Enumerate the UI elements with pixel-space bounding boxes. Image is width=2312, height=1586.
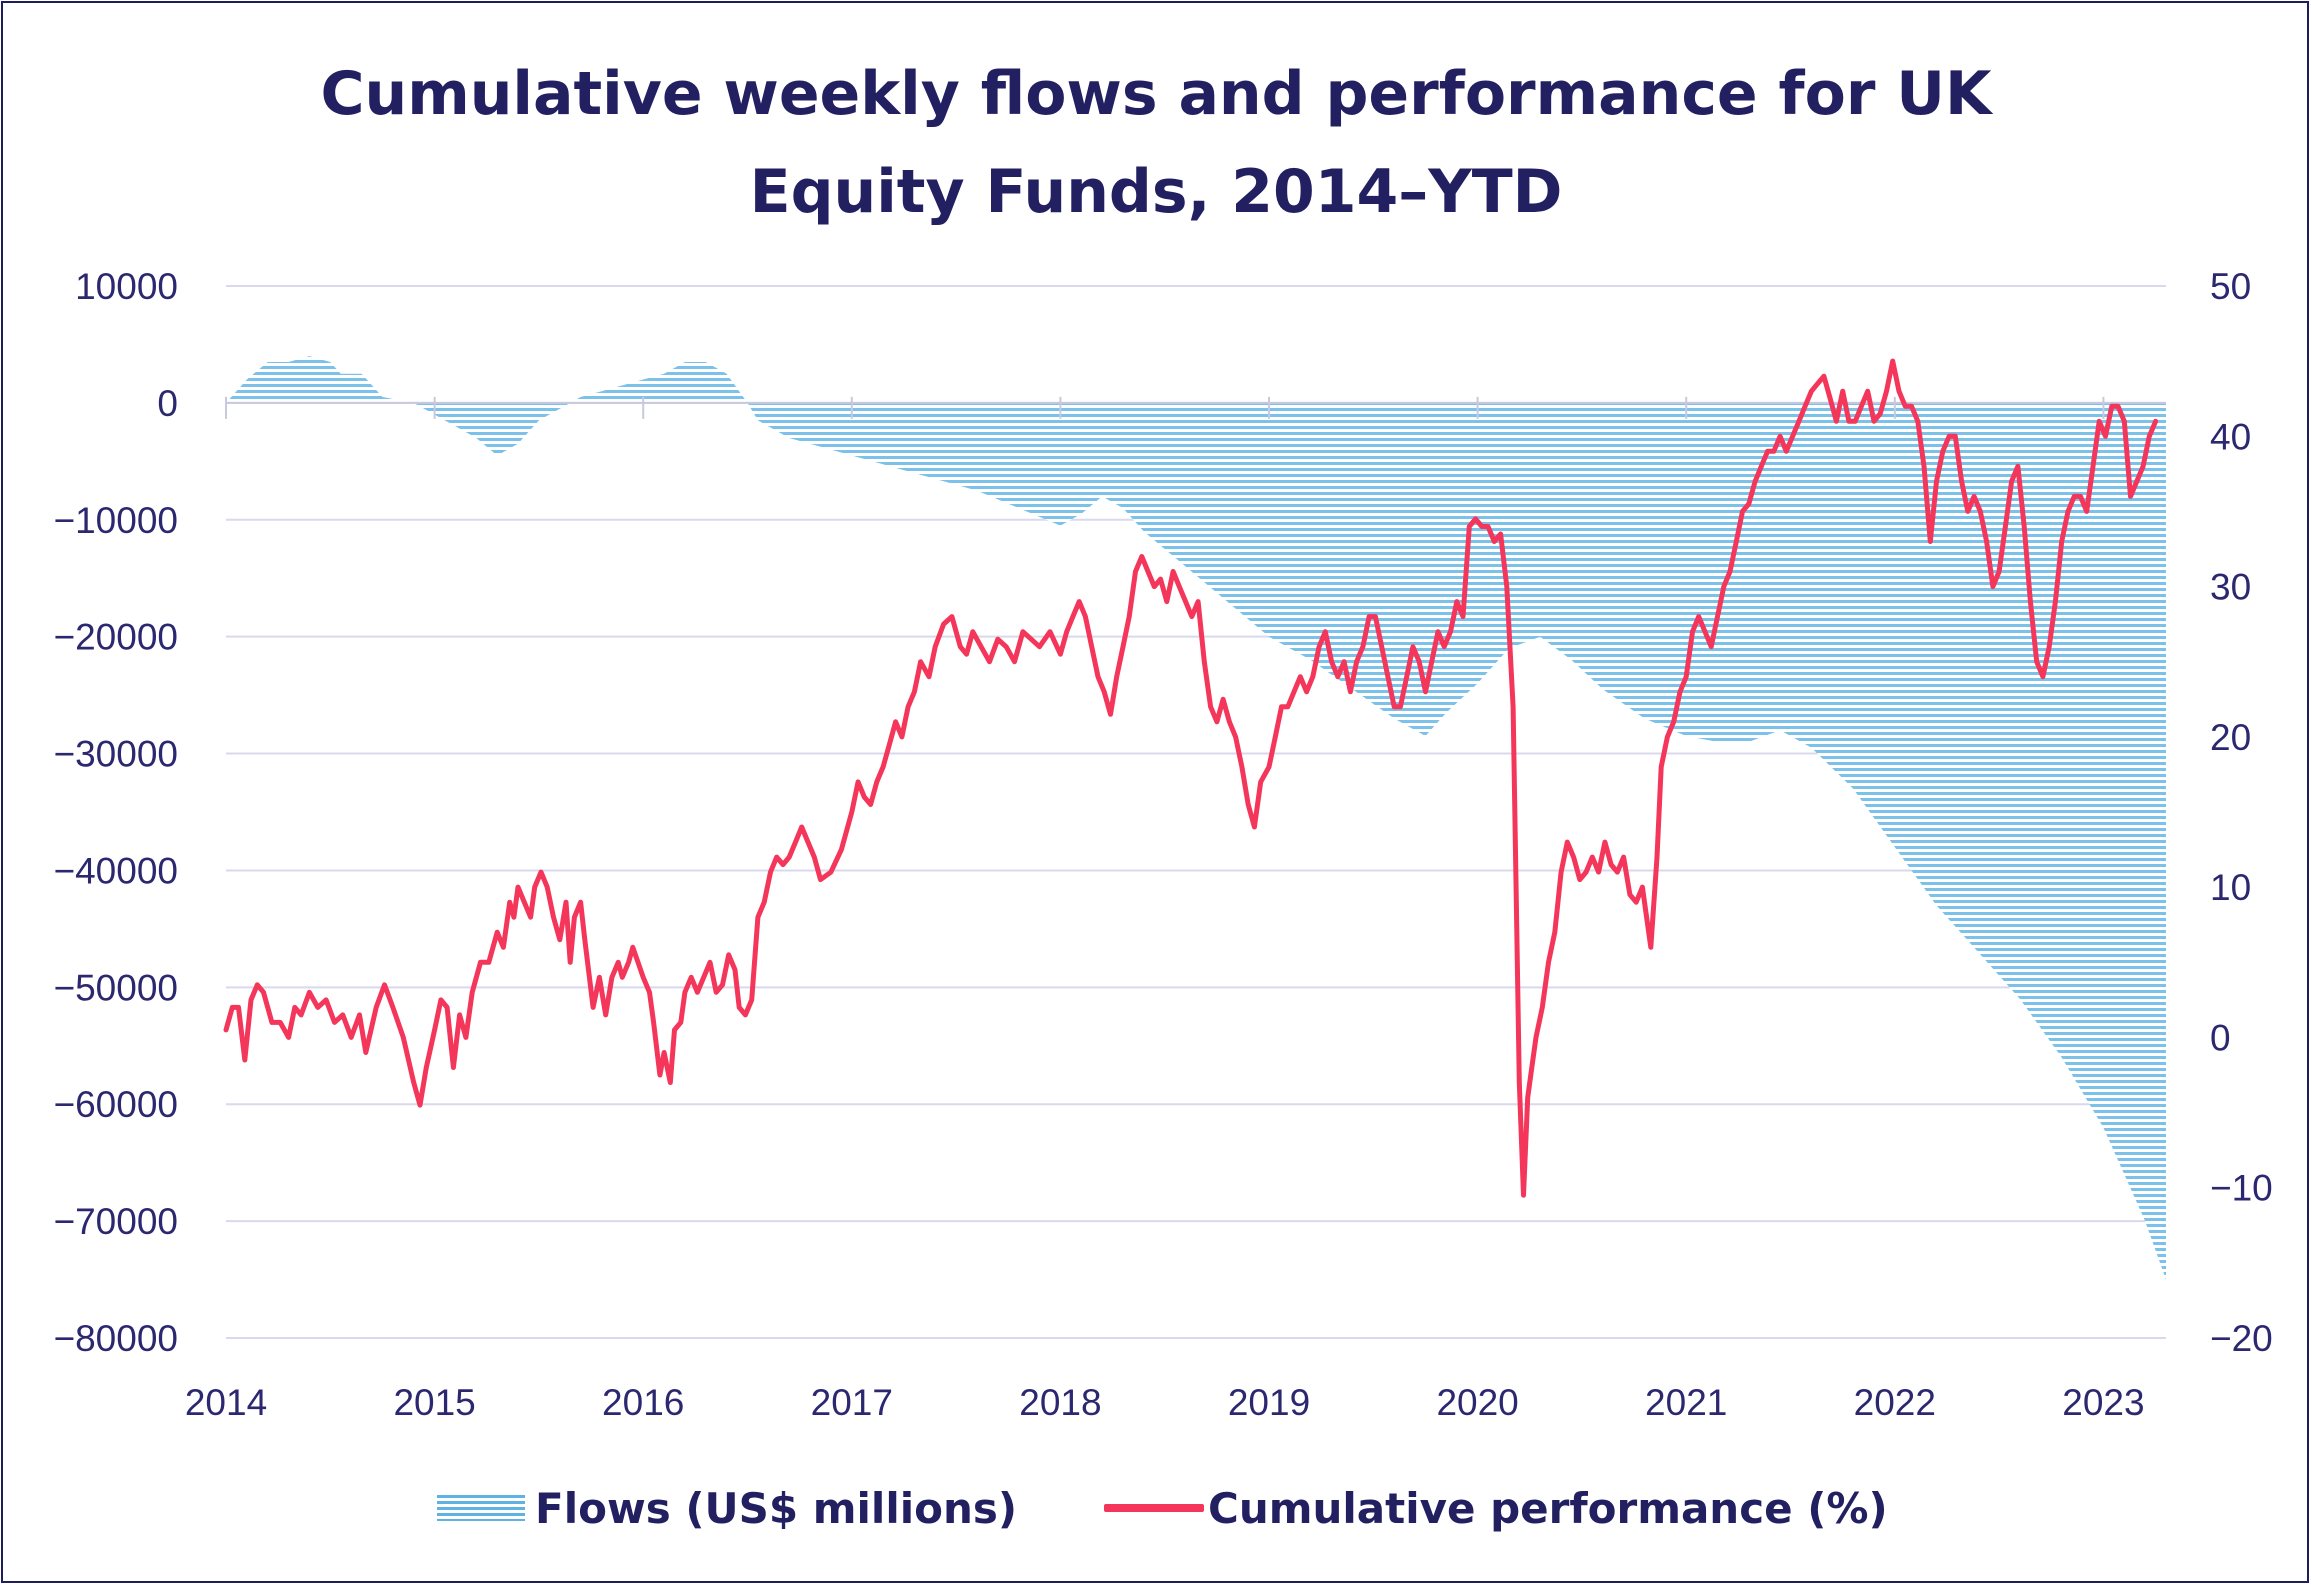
left-tick-label: −10000 bbox=[54, 500, 179, 541]
left-tick-label: −70000 bbox=[54, 1201, 179, 1242]
left-tick-label: −80000 bbox=[54, 1318, 179, 1359]
legend-label-flows: Flows (US$ millions) bbox=[535, 1483, 1018, 1533]
flows-area bbox=[226, 356, 2166, 1280]
left-axis-ticks: 10000 0 −10000 −20000 −30000 −40000 −50000 −600… bbox=[54, 266, 179, 1359]
right-tick-label: 40 bbox=[2210, 416, 2251, 457]
performance-line bbox=[223, 358, 2159, 1198]
x-tick-label: 2018 bbox=[1019, 1382, 1101, 1423]
x-tick-label: 2020 bbox=[1436, 1382, 1518, 1423]
x-tick-label: 2015 bbox=[393, 1382, 475, 1423]
performance-line-layer bbox=[223, 358, 2159, 1198]
left-tick-label: −60000 bbox=[54, 1084, 179, 1125]
x-axis-ticks: 2014 2015 2016 2017 2018 2019 2020 2021 2022 2023 bbox=[185, 396, 2145, 1423]
left-tick-label: −20000 bbox=[54, 617, 179, 658]
chart-title-line-2: Equity Funds, 2014–YTD bbox=[749, 157, 1563, 227]
legend-item-flows: Flows (US$ millions) bbox=[437, 1478, 1017, 1538]
legend-swatch-performance bbox=[1104, 1504, 1204, 1512]
x-tick-label: 2019 bbox=[1228, 1382, 1310, 1423]
right-tick-label: 0 bbox=[2210, 1017, 2231, 1058]
right-tick-label: −10 bbox=[2210, 1168, 2273, 1209]
left-tick-label: 10000 bbox=[75, 266, 178, 307]
right-tick-label: 20 bbox=[2210, 717, 2251, 758]
x-tick-label: 2016 bbox=[602, 1382, 684, 1423]
x-tick-label: 2017 bbox=[811, 1382, 893, 1423]
chart-title: Cumulative weekly flows and performance … bbox=[0, 45, 2312, 241]
left-tick-label: −30000 bbox=[54, 734, 179, 775]
right-tick-label: −20 bbox=[2210, 1318, 2273, 1359]
legend: Flows (US$ millions) Cumulative performa… bbox=[0, 1478, 2312, 1538]
left-tick-label: 0 bbox=[157, 383, 178, 424]
right-tick-label: 10 bbox=[2210, 867, 2251, 908]
x-tick-label: 2023 bbox=[2062, 1382, 2144, 1423]
x-tick-label: 2022 bbox=[1854, 1382, 1936, 1423]
left-tick-label: −40000 bbox=[54, 850, 179, 891]
right-axis-ticks: 50 40 30 20 10 0 −10 −20 bbox=[2210, 266, 2273, 1359]
chart-title-line-1: Cumulative weekly flows and performance … bbox=[320, 59, 1992, 129]
right-tick-label: 50 bbox=[2210, 266, 2251, 307]
legend-swatch-flows bbox=[437, 1495, 525, 1521]
x-tick-label: 2021 bbox=[1645, 1382, 1727, 1423]
legend-label-performance: Cumulative performance (%) bbox=[1208, 1483, 1888, 1533]
right-tick-label: 30 bbox=[2210, 567, 2251, 608]
flows-area-layer bbox=[226, 356, 2166, 1280]
legend-item-performance: Cumulative performance (%) bbox=[1104, 1478, 1888, 1538]
left-tick-label: −50000 bbox=[54, 967, 179, 1008]
x-tick-label: 2014 bbox=[185, 1382, 267, 1423]
